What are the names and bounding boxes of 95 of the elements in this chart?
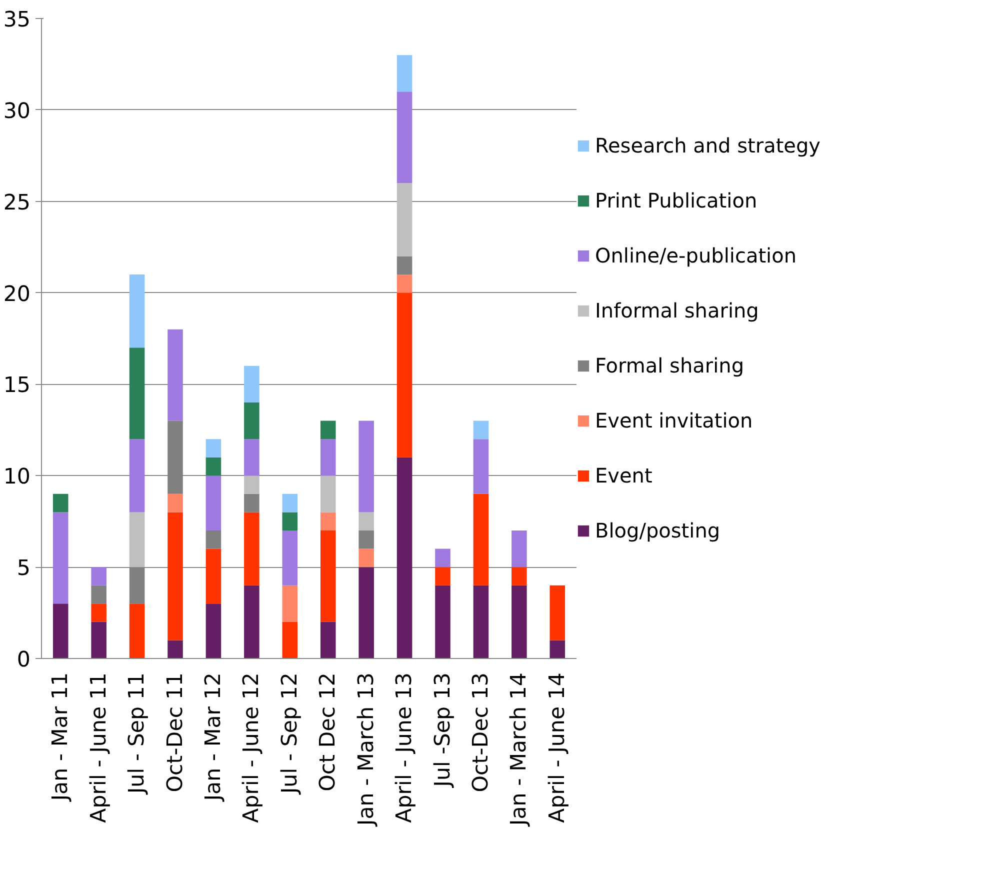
bar (435, 548, 450, 568)
y-tick-label: 20 (3, 282, 30, 307)
bar (91, 567, 106, 586)
bar (396, 92, 412, 184)
bar (206, 604, 222, 658)
bar (282, 622, 298, 658)
x-tick-label: Oct-Dec 13 (468, 672, 494, 792)
bar (550, 640, 566, 658)
y-tick-label: 10 (3, 464, 30, 490)
bar (473, 494, 489, 586)
x-tick-label: Oct Dec 12 (316, 672, 341, 792)
bar (396, 256, 412, 274)
x-tick-label: Jan - Mar 12 (200, 672, 226, 803)
bar (244, 439, 260, 476)
bar (91, 604, 106, 622)
bar (512, 585, 527, 658)
bar (282, 530, 298, 586)
x-tick-label: Jul -Sep 13 (430, 672, 456, 789)
bar (396, 457, 412, 658)
y-tick-label: 25 (3, 190, 30, 216)
bar (244, 512, 260, 586)
y-tick-label: 30 (3, 98, 30, 124)
bar (129, 604, 145, 658)
x-tick-label: April - June 14 (544, 672, 570, 823)
legend-label: Blog/posting (595, 518, 720, 542)
bar (396, 183, 412, 256)
bar (129, 439, 145, 512)
legend-label: Event (595, 464, 652, 488)
x-tick-label: Oct-Dec 11 (162, 672, 188, 792)
legend-label: Print Publication (595, 188, 758, 212)
x-tick-label: April - June 12 (239, 672, 264, 823)
bar (473, 420, 489, 440)
bar (244, 494, 260, 512)
x-tick-label: Jan - Mar 11 (48, 672, 74, 803)
bar (320, 530, 336, 622)
bar (512, 530, 527, 568)
bar (320, 420, 336, 440)
bar (52, 494, 68, 512)
bar (244, 585, 260, 658)
bar (282, 512, 298, 530)
y-tick-label: 5 (16, 556, 31, 582)
bar (91, 622, 106, 658)
bar (244, 366, 260, 402)
bar (129, 348, 145, 440)
x-tick-label: Jul - Sep 11 (124, 672, 150, 796)
bar (396, 55, 412, 92)
bar (358, 548, 374, 568)
bar (435, 567, 450, 586)
bar (473, 585, 489, 658)
y-tick-label: 0 (16, 648, 31, 672)
y-tick-label: 35 (3, 8, 30, 32)
bar (396, 274, 412, 293)
bar (206, 476, 222, 530)
bar (320, 476, 336, 512)
bar (320, 622, 336, 658)
x-tick-label: April - June 11 (86, 672, 112, 823)
bar (168, 420, 183, 494)
bar (52, 512, 68, 604)
bar (168, 494, 183, 512)
bar (320, 439, 336, 476)
legend-label: Informal sharing (595, 298, 759, 322)
bar (358, 530, 374, 549)
bar (396, 292, 412, 458)
bar (512, 567, 527, 586)
bar (52, 604, 68, 658)
bar (473, 439, 489, 494)
bar (91, 585, 106, 604)
bar (435, 585, 450, 658)
bar (244, 476, 260, 494)
legend-label: Formal sharing (595, 354, 744, 378)
bar (358, 567, 374, 658)
bar (206, 439, 222, 458)
bar (550, 585, 566, 640)
bar (358, 420, 374, 512)
bar (168, 329, 183, 421)
bar (168, 640, 183, 658)
bar (320, 512, 336, 530)
legend-label: Online/e-publication (595, 244, 797, 268)
y-tick-label: 15 (3, 373, 30, 398)
bar (282, 494, 298, 512)
legend-label: Event invitation (595, 408, 753, 432)
x-tick-label: Jan - March 13 (354, 672, 379, 828)
x-tick-label: Jan - March 14 (506, 672, 532, 828)
x-tick-label: April - June 13 (392, 672, 418, 823)
bar (206, 548, 222, 604)
bar (282, 585, 298, 622)
x-tick-label: Jul - Sep 12 (277, 672, 302, 796)
bar (129, 274, 145, 348)
bar (129, 512, 145, 568)
legend-label: Research and strategy (595, 134, 820, 158)
bar (168, 512, 183, 640)
bar (206, 530, 222, 549)
bar (358, 512, 374, 530)
bar (244, 402, 260, 440)
bar (206, 457, 222, 476)
